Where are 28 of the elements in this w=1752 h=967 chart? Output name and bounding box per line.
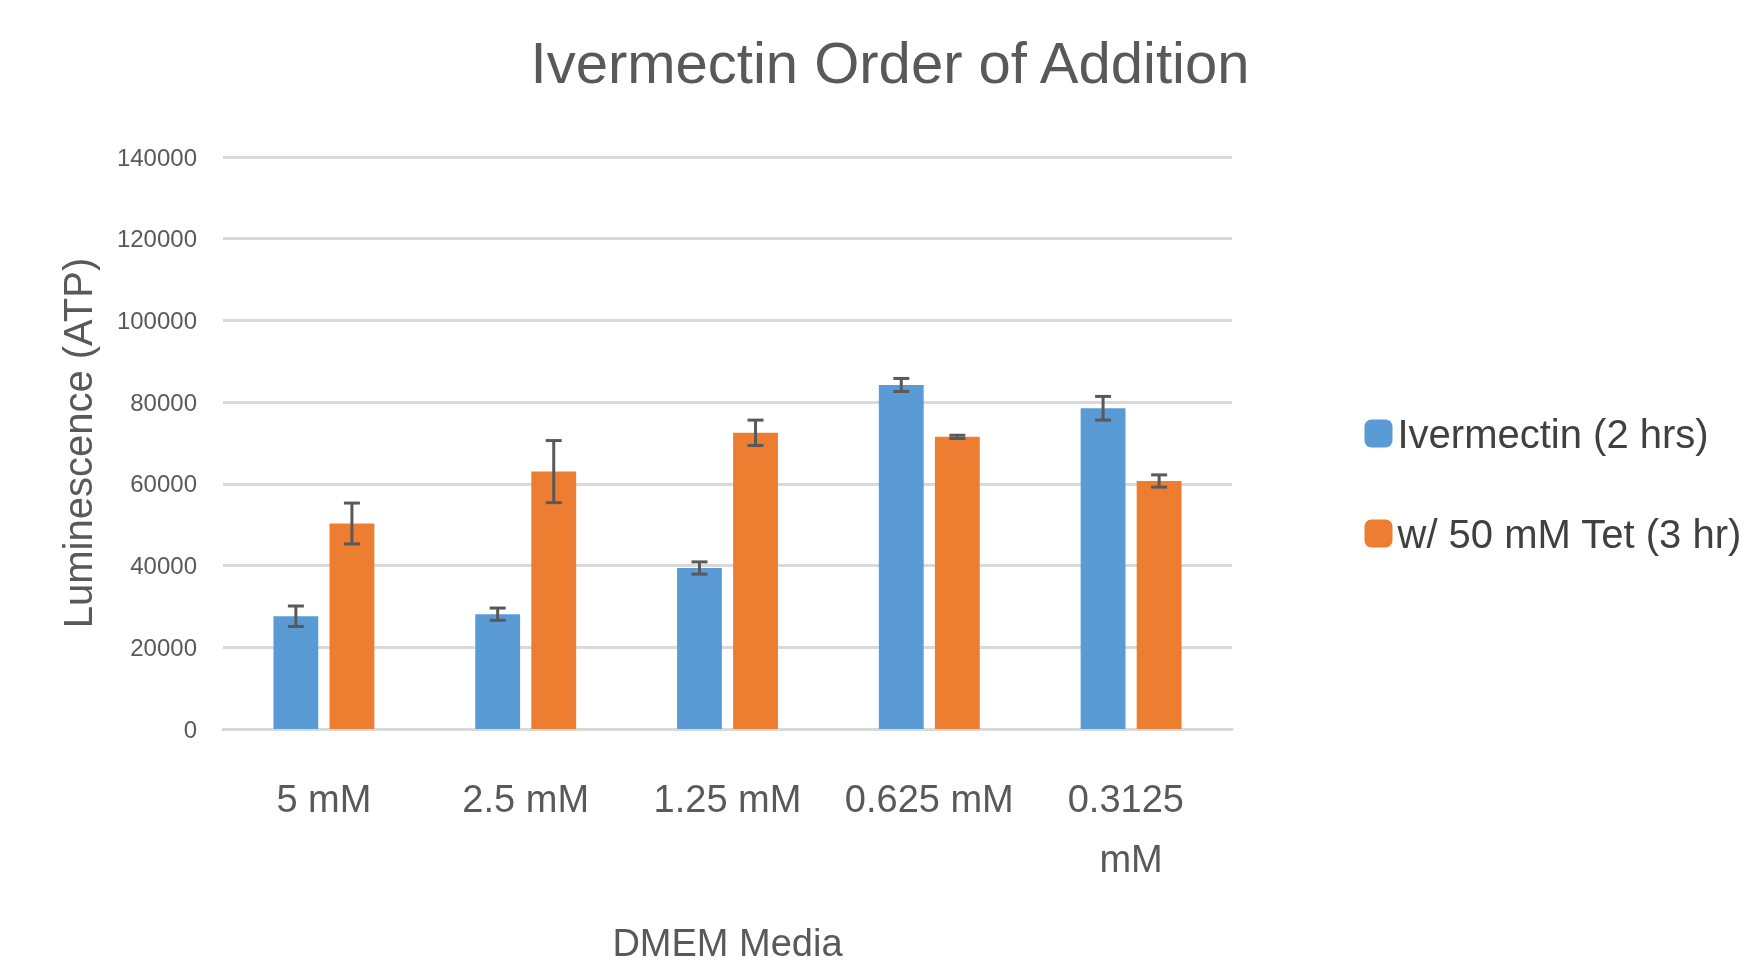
x-tick-label: 0.3125 mM xyxy=(1067,778,1195,880)
bar xyxy=(677,568,722,729)
bar xyxy=(878,384,924,729)
y-axis-title: Luminescence (ATP) xyxy=(56,257,100,629)
bar xyxy=(531,471,577,729)
legend-label: w/ 50 mM Tet (3 hr) xyxy=(1396,511,1742,556)
y-tick-label: 20000 xyxy=(130,633,197,661)
legend-label: Ivermectin (2 hrs) xyxy=(1397,411,1709,456)
x-tick-label: 5 mM xyxy=(276,778,372,820)
bar xyxy=(475,614,521,729)
x-tick-label: 2.5 mM xyxy=(462,778,590,820)
y-tick-label: 0 xyxy=(183,715,197,743)
x-tick-label: 1.25 mM xyxy=(653,778,802,820)
bar xyxy=(1136,481,1182,729)
bar xyxy=(733,432,778,729)
y-tick-label: 100000 xyxy=(116,306,197,334)
bar xyxy=(273,616,319,729)
y-tick-label: 120000 xyxy=(116,225,197,253)
x-axis-title: DMEM Media xyxy=(612,922,844,964)
bar xyxy=(934,436,980,729)
y-tick-label: 80000 xyxy=(130,388,197,416)
bar xyxy=(1080,408,1126,729)
y-tick-label: 40000 xyxy=(130,552,197,580)
y-tick-label: 60000 xyxy=(130,470,197,498)
bar xyxy=(329,523,375,729)
y-tick-label: 140000 xyxy=(116,143,197,171)
chart-title: Ivermectin Order of Addition xyxy=(530,29,1250,95)
x-tick-label: 0.625 mM xyxy=(844,778,1014,820)
